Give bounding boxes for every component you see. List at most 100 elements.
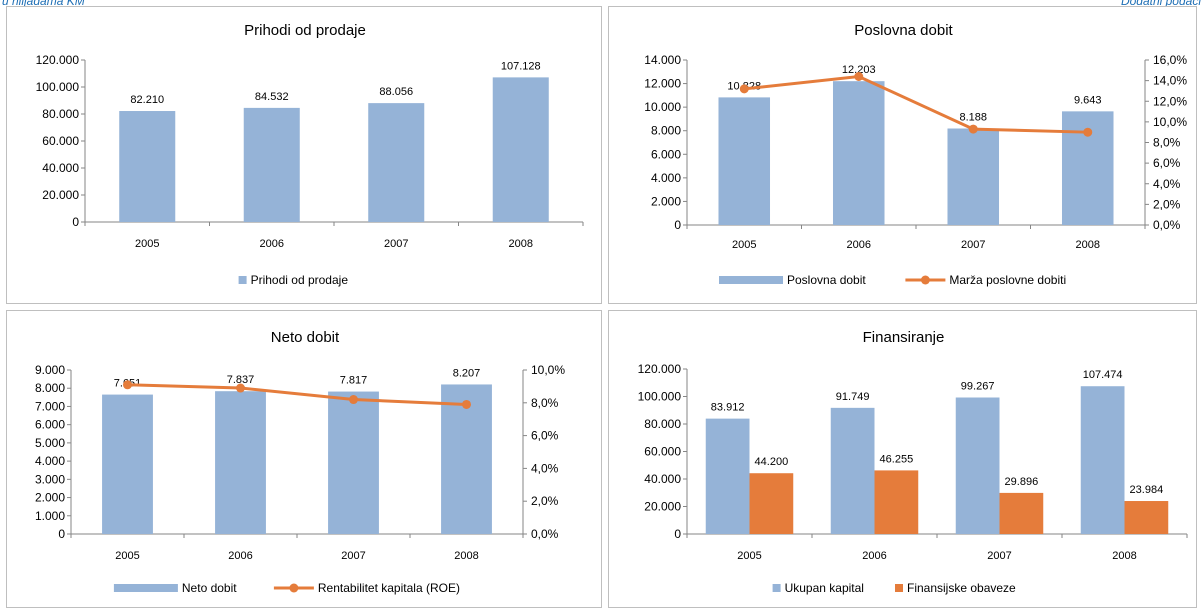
legend-label: Neto dobit: [182, 581, 237, 595]
y-tick-label: 60.000: [42, 134, 79, 148]
data-label: 8.207: [453, 367, 481, 379]
data-label: 46.255: [880, 453, 914, 465]
bar: [368, 103, 425, 222]
bar: [874, 470, 919, 534]
x-tick-label: 2007: [987, 550, 1011, 562]
x-tick-label: 2008: [1076, 239, 1100, 251]
bar: [830, 407, 875, 534]
y-tick-label: 80.000: [42, 107, 79, 121]
y2-tick-label: 0,0%: [531, 527, 559, 541]
y-tick-label: 7.000: [35, 399, 65, 413]
x-tick-label: 2006: [228, 550, 252, 562]
bar: [243, 107, 300, 222]
y2-tick-label: 4,0%: [531, 461, 559, 475]
y-tick-label: 120.000: [36, 53, 80, 67]
data-label: 107.474: [1083, 369, 1123, 381]
chart-title: Poslovna dobit: [854, 22, 953, 39]
y-tick-label: 10.000: [644, 100, 681, 114]
chart-title: Prihodi od prodaje: [244, 22, 366, 39]
bar: [492, 77, 549, 222]
y-tick-label: 2.000: [35, 491, 65, 505]
chart-panel-financing: Finansiranje 0 20.000 40.000 60.000 80.000 100…: [608, 310, 1197, 608]
bar: [215, 391, 266, 534]
y2-tick-label: 12,0%: [1153, 94, 1187, 108]
y2-tick-label: 4,0%: [1153, 177, 1181, 191]
bar: [441, 384, 492, 534]
data-label: 83.912: [711, 402, 745, 414]
legend-swatch: [238, 276, 247, 284]
line-point: [123, 380, 132, 390]
legend-marker: [920, 275, 930, 285]
y-tick-label: 2.000: [651, 194, 681, 208]
y2-tick-label: 6,0%: [1153, 156, 1181, 170]
data-label: 88.056: [379, 86, 413, 98]
x-tick-label: 2008: [1112, 550, 1136, 562]
header-right-text: Dodatni podaci: [1120, 0, 1201, 8]
y-tick-label: 0: [674, 527, 681, 541]
x-tick-label: 2005: [135, 238, 159, 250]
legend-label: Prihodi od prodaje: [251, 273, 349, 287]
legend-label: Ukupan kapital: [785, 581, 864, 595]
data-label: 99.267: [961, 381, 995, 393]
x-tick-label: 2007: [341, 550, 365, 562]
line-point: [968, 124, 978, 134]
y2-tick-label: 14,0%: [1153, 74, 1187, 88]
x-tick-label: 2008: [454, 550, 478, 562]
data-label: 8.188: [959, 111, 987, 123]
x-tick-label: 2005: [115, 550, 139, 562]
legend-marker: [289, 583, 299, 593]
line-point: [1083, 127, 1093, 137]
y2-tick-label: 8,0%: [1153, 136, 1181, 150]
y2-tick-label: 10,0%: [1153, 115, 1187, 129]
series-line: [127, 383, 467, 406]
chart-financing: Finansiranje 0 20.000 40.000 60.000 80.000 100…: [638, 329, 1188, 595]
chart-panel-operating-profit: Poslovna dobit 0 2.000 4.000 6.000 8.000 10.00…: [608, 6, 1197, 304]
y-tick-label: 20.000: [42, 188, 79, 202]
y-tick-label: 40.000: [42, 161, 79, 175]
data-label: 91.749: [836, 391, 870, 403]
y-tick-label: 3.000: [35, 472, 65, 486]
data-label: 107.128: [501, 60, 541, 72]
x-tick-label: 2007: [961, 239, 985, 251]
y-tick-label: 20.000: [644, 500, 681, 514]
bar: [999, 492, 1044, 534]
y-tick-label: 5.000: [35, 436, 65, 450]
y-tick-label: 9.000: [35, 363, 65, 377]
legend-label: Finansijske obaveze: [907, 581, 1016, 595]
y-tick-label: 80.000: [644, 417, 681, 431]
bar: [955, 397, 1000, 534]
bar: [1124, 501, 1169, 534]
chart-revenue: Prihodi od prodaje 0 20.000 40.000 60.000 80.…: [36, 22, 584, 287]
bar: [1080, 386, 1125, 534]
chart-panel-net-profit: Neto dobit 0 1.000 2.000 3.000 4.000 5.000 6.00…: [6, 310, 602, 608]
legend-label: Poslovna dobit: [787, 273, 866, 287]
x-tick-label: 2006: [260, 238, 284, 250]
line-point: [854, 72, 864, 81]
chart-title: Finansiranje: [863, 329, 945, 346]
y-tick-label: 100.000: [36, 80, 80, 94]
legend-swatch: [719, 276, 783, 284]
y-tick-label: 8.000: [35, 381, 65, 395]
data-label: 7.817: [340, 375, 368, 387]
x-tick-label: 2007: [384, 238, 408, 250]
y-tick-label: 1.000: [35, 509, 65, 523]
data-label: 23.984: [1130, 484, 1164, 496]
y-tick-label: 4.000: [651, 171, 681, 185]
data-label: 9.643: [1074, 94, 1102, 106]
y-tick-label: 60.000: [644, 445, 681, 459]
legend-swatch: [772, 584, 781, 592]
x-tick-label: 2005: [732, 239, 756, 251]
chart-operating-profit: Poslovna dobit 0 2.000 4.000 6.000 8.000 10.00…: [644, 22, 1187, 287]
chart-title: Neto dobit: [271, 329, 340, 346]
x-tick-label: 2006: [847, 239, 871, 251]
y-tick-label: 100.000: [638, 390, 682, 404]
y-tick-label: 40.000: [644, 472, 681, 486]
data-label: 29.896: [1005, 476, 1039, 488]
data-label: 12.203: [842, 64, 876, 76]
y-tick-label: 0: [72, 215, 79, 229]
line-point: [236, 383, 245, 393]
y-tick-label: 6.000: [35, 418, 65, 432]
data-label: 7.837: [227, 374, 255, 386]
data-label: 44.200: [755, 456, 789, 468]
bar: [832, 81, 885, 226]
